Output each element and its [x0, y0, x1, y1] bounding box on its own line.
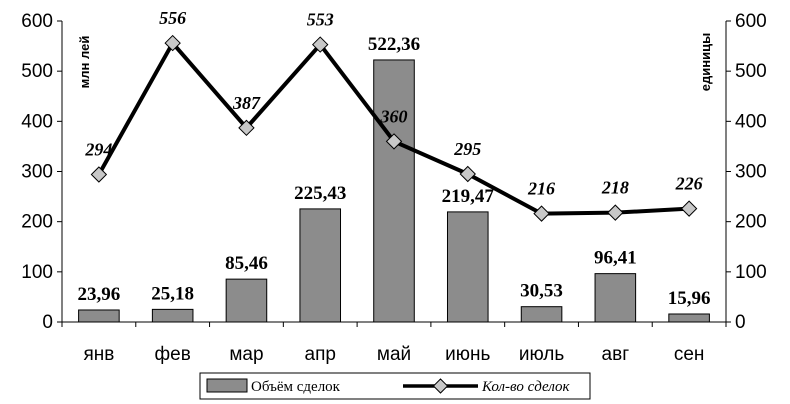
axes: 0 0 100 100 200 200 300 300 400 400 500 500 600 600 ян… [21, 11, 766, 365]
line-marker [459, 165, 476, 183]
line-marker [607, 204, 624, 221]
left-tick-label: 0 [42, 312, 53, 333]
line-value-label: 226 [675, 174, 703, 194]
left-tick-label: 300 [21, 162, 53, 183]
x-tick-label: фев [155, 344, 191, 365]
line-value-label: 218 [601, 178, 629, 198]
line-marker [312, 36, 329, 53]
bar-value-label: 23,96 [78, 284, 121, 305]
line-value-label: 387 [232, 93, 261, 113]
data-labels: 23,96 25,18 85,46 225,43 522,36 219,47 30,53 96… [78, 8, 711, 309]
right-tick-label: 100 [735, 262, 767, 283]
right-tick-label: 500 [735, 61, 767, 82]
bar-value-label: 522,36 [368, 34, 420, 55]
x-tick-label: июль [519, 344, 565, 365]
bar [668, 313, 710, 323]
right-axis-title: единицы [698, 33, 713, 91]
line-marker [164, 34, 181, 52]
bar-value-label: 85,46 [225, 253, 268, 274]
bar-value-label: 15,96 [668, 288, 711, 309]
left-axis-title: млн лей [77, 36, 92, 89]
x-tick-label: май [377, 344, 411, 365]
x-tick-label: янв [83, 344, 114, 365]
line-value-label: 360 [380, 106, 408, 126]
left-tick-label: 100 [21, 262, 53, 283]
right-tick-label: 200 [735, 212, 767, 233]
line-value-label: 295 [453, 139, 481, 159]
bar [446, 211, 489, 323]
x-tick-label: сен [674, 344, 705, 365]
right-tick-label: 300 [735, 162, 767, 183]
bar-value-label: 25,18 [151, 283, 194, 304]
bar [373, 59, 415, 323]
right-tick-label: 400 [735, 111, 767, 132]
bar [594, 273, 637, 323]
legend: Объём сделок Кол-во сделок [199, 372, 591, 400]
line-value-label: 216 [527, 179, 555, 199]
legend-line-marker [432, 378, 449, 394]
legend-line-label: Кол-во сделок [481, 379, 571, 395]
left-tick-label: 200 [21, 212, 53, 233]
line-value-label: 294 [84, 140, 112, 160]
bar-value-label: 96,41 [594, 248, 637, 269]
line-value-label: 553 [307, 10, 334, 30]
bar-value-label: 219,47 [442, 186, 495, 207]
left-tick-label: 400 [21, 111, 53, 132]
x-tick-label: авг [602, 344, 630, 365]
bar [78, 309, 120, 323]
bar-value-label: 30,53 [520, 281, 563, 302]
bar-series [78, 59, 710, 323]
bar-value-label: 225,43 [294, 183, 346, 204]
bar [151, 308, 194, 323]
left-tick-label: 500 [21, 61, 53, 82]
bar [225, 278, 268, 323]
bar [299, 208, 342, 323]
x-tick-label: мар [229, 344, 263, 365]
line-series [90, 34, 698, 222]
right-tick-label: 600 [735, 11, 767, 32]
x-tick-label: июнь [445, 344, 490, 365]
legend-bar-swatch [206, 378, 248, 393]
bar [520, 306, 563, 323]
line-marker [238, 119, 255, 137]
line-marker [680, 200, 698, 217]
x-tick-label: апр [305, 344, 336, 365]
left-tick-label: 600 [21, 11, 53, 32]
line-marker [90, 166, 108, 183]
right-tick-label: 0 [735, 312, 746, 333]
line-marker [385, 133, 403, 150]
line-marker [533, 205, 550, 222]
legend-box [199, 372, 591, 400]
legend-bar-label: Объём сделок [251, 379, 341, 395]
line-value-label: 556 [159, 8, 186, 28]
